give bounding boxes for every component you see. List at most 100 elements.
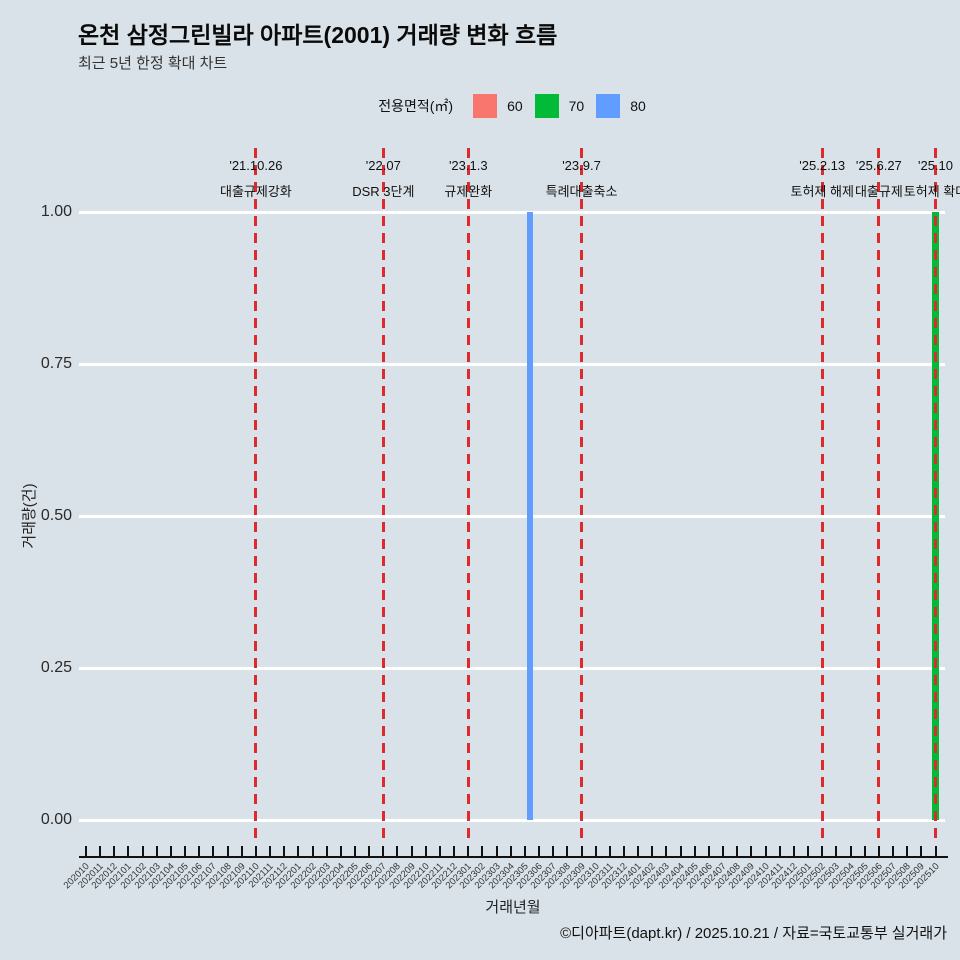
event-label: 대출규제강화: [220, 184, 292, 199]
event-label: 규제완화: [444, 184, 493, 199]
x-tick: [254, 846, 257, 857]
event-label: 토허제 해제: [790, 184, 854, 199]
y-tick-label: 0.00: [40, 811, 72, 828]
x-tick: [269, 846, 272, 857]
x-tick: [679, 846, 682, 857]
event-date: '25.6.27: [855, 158, 902, 173]
event-line: [877, 148, 881, 845]
x-tick: [467, 846, 470, 857]
x-tick: [127, 846, 130, 857]
event-date: '21.10.26: [229, 158, 283, 173]
event-line: [254, 148, 258, 845]
event-label: 토허제 확대: [903, 184, 960, 199]
event-label: 대출규제: [854, 184, 903, 199]
x-tick: [594, 846, 597, 857]
y-tick-label: 0.50: [40, 507, 72, 524]
y-gridline: [79, 666, 945, 670]
x-tick: [863, 846, 866, 857]
legend-item-label: 60: [507, 98, 523, 114]
x-tick: [566, 846, 569, 857]
legend-item-label: 70: [568, 98, 585, 114]
x-tick: [736, 846, 739, 857]
x-tick: [85, 846, 87, 857]
x-axis-line: [79, 856, 948, 858]
x-tick: [141, 846, 144, 857]
x-tick: [184, 846, 187, 857]
event-line: [466, 148, 470, 845]
x-tick: [240, 846, 243, 857]
x-tick: [764, 846, 767, 857]
x-tick: [623, 846, 626, 857]
x-tick: [297, 846, 300, 857]
legend-swatch-70-icon: [534, 94, 559, 118]
x-tick: [538, 846, 541, 857]
x-tick: [424, 846, 427, 857]
x-tick: [396, 846, 399, 857]
x-tick: [835, 846, 838, 857]
x-tick: [198, 846, 201, 857]
x-tick: [113, 846, 116, 857]
x-axis-title: 거래년월: [485, 899, 541, 916]
x-tick: [382, 846, 385, 857]
x-tick: [311, 846, 314, 857]
event-line: [381, 148, 385, 845]
legend-item-label: 80: [630, 98, 646, 114]
event-date: '25.10: [917, 158, 953, 173]
legend-item-60: 60: [473, 94, 523, 118]
x-tick: [410, 846, 413, 857]
legend-title: 전용면적(㎡): [378, 98, 454, 114]
x-tick: [821, 846, 824, 857]
x-tick: [212, 846, 215, 857]
x-tick: [906, 846, 909, 857]
event-date: '23.1.3: [448, 158, 488, 173]
x-tick: [169, 846, 172, 857]
x-tick: [354, 846, 356, 857]
x-tick: [580, 846, 583, 857]
legend-swatch-60-icon: [473, 94, 498, 118]
event-label: DSR 3단계: [352, 184, 415, 199]
x-tick: [934, 846, 937, 857]
x-tick: [722, 846, 725, 857]
x-tick: [920, 846, 923, 857]
x-tick: [283, 846, 286, 857]
bar-202305-80: [526, 212, 534, 820]
x-tick: [792, 846, 795, 857]
legend-swatch-80-icon: [596, 94, 621, 118]
event-date: '22.07: [365, 158, 401, 173]
event-line: [820, 148, 824, 845]
x-tick: [495, 846, 498, 857]
x-tick: [707, 846, 710, 857]
x-tick: [523, 846, 526, 857]
x-tick: [481, 846, 484, 857]
x-tick: [778, 846, 781, 857]
x-tick: [226, 846, 229, 857]
event-date: '23.9.7: [562, 158, 601, 173]
page-title: 온천 삼정그린빌라 아파트(2001) 거래량 변화 흐름: [78, 22, 558, 48]
x-tick: [807, 846, 810, 857]
x-tick: [453, 846, 456, 857]
y-tick-label: 0.75: [40, 355, 72, 372]
x-tick: [552, 846, 555, 857]
y-gridline: [79, 362, 945, 366]
event-label: 특례대출축소: [545, 184, 618, 199]
y-gridline: [79, 818, 945, 822]
y-gridline: [79, 210, 945, 214]
page-subtitle: 최근 5년 한정 확대 차트: [78, 55, 228, 72]
x-tick: [368, 846, 371, 857]
x-tick: [637, 846, 640, 857]
x-tick: [325, 846, 328, 857]
legend: 전용면적(㎡) 60 70 80: [79, 92, 945, 120]
event-line: [934, 148, 937, 845]
legend-item-80: 80: [596, 94, 646, 118]
event-line: [580, 148, 584, 845]
y-tick-label: 1.00: [40, 203, 72, 220]
x-tick: [438, 846, 441, 857]
x-tick: [693, 846, 696, 857]
x-tick: [608, 846, 611, 857]
y-tick-label: 0.25: [40, 659, 72, 676]
event-date: '25.2.13: [799, 158, 846, 173]
legend-item-70: 70: [534, 94, 585, 118]
x-tick: [665, 846, 668, 857]
x-tick: [509, 846, 512, 857]
